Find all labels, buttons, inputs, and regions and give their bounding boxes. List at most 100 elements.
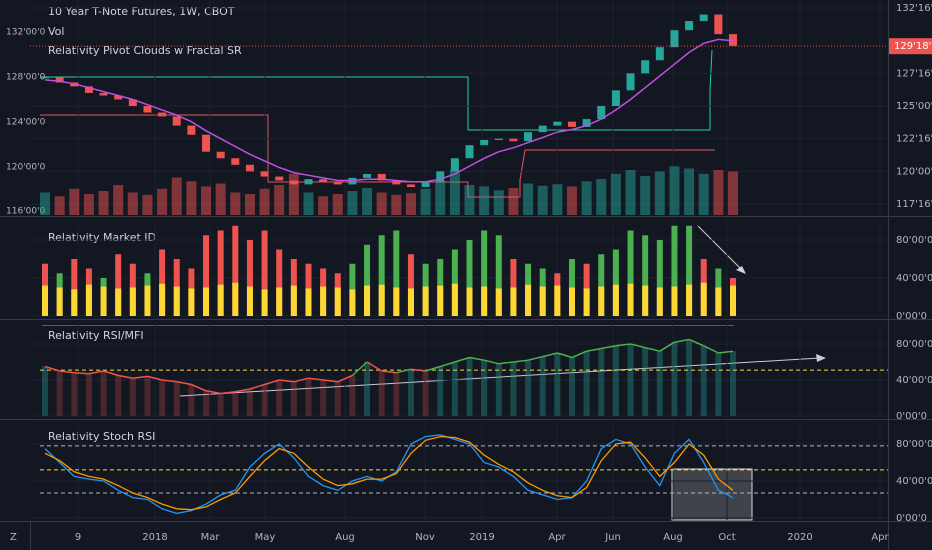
candle: [41, 77, 49, 79]
rsi-segment: [74, 372, 89, 375]
volume-bar: [464, 185, 475, 215]
market-id-base: [188, 288, 195, 316]
x-tick-label: Apr: [871, 532, 889, 543]
candle: [216, 151, 225, 159]
candle: [655, 47, 664, 61]
rsi-segment: [586, 347, 602, 352]
rsi-segment: [366, 361, 383, 372]
market-id-bar: [217, 230, 224, 316]
y-tick-label: 40'00'0: [896, 273, 932, 284]
candle: [699, 14, 708, 22]
volume-bar: [449, 170, 460, 215]
rsi-segment: [615, 343, 631, 347]
volume-bar: [274, 185, 285, 215]
rsi-column: [115, 375, 122, 416]
candle: [553, 121, 562, 126]
rsi-segment: [88, 370, 104, 375]
rsi-segment: [659, 341, 675, 352]
rsi-column: [85, 373, 92, 416]
market-id-base: [159, 283, 166, 316]
market-id-base: [100, 286, 107, 316]
volume-bar: [171, 177, 182, 215]
rsi-segment: [162, 379, 177, 383]
volume-bar: [244, 194, 255, 215]
market-id-base: [554, 285, 561, 316]
volume-bar: [54, 196, 65, 215]
market-id-bar: [203, 235, 210, 316]
rsi-column: [437, 366, 444, 416]
market-id-base: [656, 287, 663, 316]
indicator-label: Relativity Stoch RSI: [48, 430, 155, 443]
rsi-column: [290, 381, 297, 416]
volume-bar: [405, 193, 416, 215]
x-tick-label: Mar: [201, 532, 221, 543]
indicator-label: Relativity Pivot Clouds w Fractal SR: [48, 44, 242, 57]
rsi-column: [378, 371, 385, 416]
rsi-column: [159, 380, 166, 416]
rsi-segment: [396, 368, 412, 374]
volume-bar: [288, 173, 299, 215]
market-id-bar: [261, 230, 268, 316]
market-id-base: [71, 289, 78, 316]
rsi-segment: [220, 390, 236, 395]
volume-bar: [523, 183, 534, 215]
candle: [260, 171, 269, 177]
market-id-base: [671, 286, 678, 316]
market-id-base: [42, 285, 48, 316]
market-id-base: [730, 285, 736, 316]
market-id-base: [393, 287, 400, 316]
market-id-bar: [671, 225, 678, 316]
volume-bar: [127, 192, 138, 215]
rsi-column: [334, 381, 341, 416]
market-id-base: [129, 287, 136, 316]
rsi-column: [320, 380, 327, 416]
rsi-segment: [249, 383, 265, 390]
zoom-button[interactable]: Z: [10, 532, 17, 543]
candle: [685, 21, 694, 31]
volume-bar: [552, 184, 563, 215]
last-price-label: 129'18'5: [894, 41, 932, 52]
y-tick-label: 127'16'0: [896, 68, 932, 79]
market-id-base: [290, 285, 297, 316]
rsi-segment: [527, 355, 543, 361]
rsi-segment: [279, 379, 294, 383]
market-id-base: [510, 287, 517, 316]
x-tick-label: 2018: [142, 532, 167, 543]
rsi-segment: [513, 359, 529, 363]
rsi-column: [305, 378, 312, 416]
rsi-column: [407, 369, 414, 416]
market-id-bar: [598, 254, 605, 316]
left-tick-label: 124'00'0: [6, 118, 46, 128]
volume-bar: [479, 186, 490, 215]
rsi-column: [42, 366, 48, 416]
rsi-segment: [191, 383, 207, 392]
left-tick-label: 120'00'0: [6, 163, 46, 173]
y-tick-label: 132'16'0: [896, 3, 932, 14]
candle: [450, 158, 459, 172]
volume-bar: [201, 186, 212, 215]
rsi-column: [656, 351, 663, 416]
rsi-column: [730, 351, 736, 416]
market-id-bar: [451, 249, 458, 316]
market-id-base: [642, 285, 649, 316]
rsi-segment: [542, 352, 558, 358]
market-id-base: [364, 285, 371, 316]
volume-bar: [215, 183, 226, 215]
y-tick-label: 0'00'0: [896, 411, 927, 422]
symbol-title: 10 Year T-Note Futures, 1W, CBOT: [48, 5, 235, 18]
rsi-segment: [293, 377, 309, 383]
candle: [333, 181, 342, 185]
rsi-segment: [571, 350, 587, 359]
market-id-base: [481, 286, 488, 316]
volume-bar: [98, 191, 109, 215]
market-id-bar: [656, 240, 663, 316]
candle: [304, 179, 313, 185]
rsi-segment: [483, 359, 499, 365]
rsi-segment: [59, 370, 75, 374]
indicator-label: Relativity RSI/MFI: [48, 329, 144, 342]
x-tick-label: May: [255, 532, 276, 543]
market-id-base: [715, 287, 722, 316]
candle: [714, 14, 723, 35]
candle: [202, 134, 211, 152]
rsi-column: [349, 375, 356, 416]
